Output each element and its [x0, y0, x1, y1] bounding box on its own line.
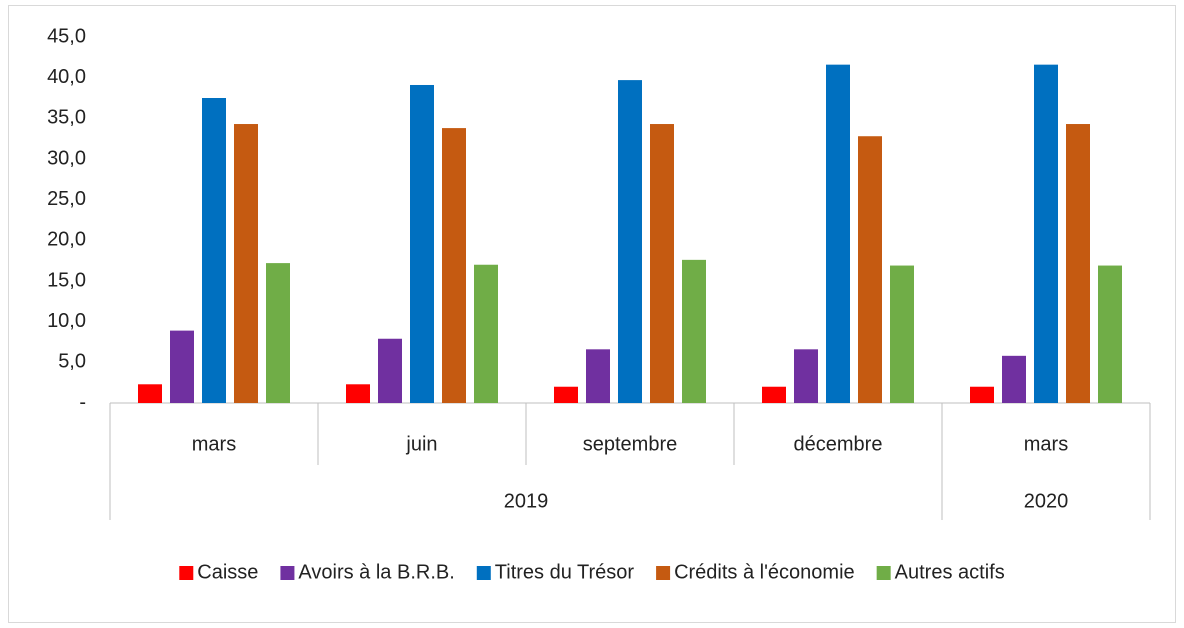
legend-item: Titres du Trésor [476, 561, 635, 583]
bar [202, 98, 226, 403]
y-tick-label: 10,0 [47, 310, 86, 332]
x-tick-label: mars [1024, 433, 1068, 455]
legend-item: Crédits à l'économie [656, 561, 855, 583]
legend-swatch [876, 566, 891, 580]
year-label: 2019 [504, 490, 549, 512]
bar [970, 386, 994, 403]
bar [346, 384, 370, 403]
y-tick-label: 15,0 [47, 269, 86, 291]
legend-item: Avoirs à la B.R.B. [280, 561, 455, 583]
x-tick-label: mars [192, 433, 236, 455]
bar [170, 330, 194, 403]
legend-swatch [280, 566, 295, 580]
bar [650, 124, 674, 403]
legend-label: Caisse [197, 561, 258, 583]
year-label: 2020 [1024, 490, 1069, 512]
legend-item: Autres actifs [876, 561, 1005, 583]
x-tick-label: décembre [794, 433, 883, 455]
legend-label: Titres du Trésor [495, 561, 635, 583]
bar [826, 64, 850, 404]
bar [890, 265, 914, 403]
bar [410, 84, 434, 403]
y-tick-label: 45,0 [47, 25, 86, 47]
bar [378, 338, 402, 403]
bar [762, 386, 786, 403]
legend-swatch [476, 566, 491, 580]
bar [474, 264, 498, 403]
bar [794, 349, 818, 403]
bar [858, 136, 882, 403]
y-tick-label: 35,0 [47, 107, 86, 129]
bar [682, 259, 706, 403]
y-tick-label: - [79, 391, 86, 413]
y-tick-label: 30,0 [47, 147, 86, 169]
legend-label: Avoirs à la B.R.B. [298, 561, 454, 583]
bar [442, 128, 466, 404]
y-tick-label: 40,0 [47, 66, 86, 88]
bar [1034, 64, 1058, 404]
y-tick-label: 20,0 [47, 229, 86, 251]
bar [1002, 355, 1026, 403]
legend-item: Caisse [179, 561, 258, 583]
bar [138, 384, 162, 403]
y-tick-label: 5,0 [58, 351, 86, 373]
bar [1098, 265, 1122, 403]
bar [618, 80, 642, 404]
legend-label: Autres actifs [895, 561, 1005, 583]
y-tick-label: 25,0 [47, 188, 86, 210]
legend-swatch [179, 566, 194, 580]
bar [266, 263, 290, 403]
bar [554, 386, 578, 403]
legend-label: Crédits à l'économie [674, 561, 855, 583]
chart-border [8, 5, 1176, 623]
bar [234, 124, 258, 403]
bar [586, 349, 610, 403]
legend-swatch [656, 566, 671, 580]
bar [1066, 124, 1090, 403]
x-tick-label: septembre [583, 433, 678, 455]
x-tick-label: juin [405, 433, 437, 455]
